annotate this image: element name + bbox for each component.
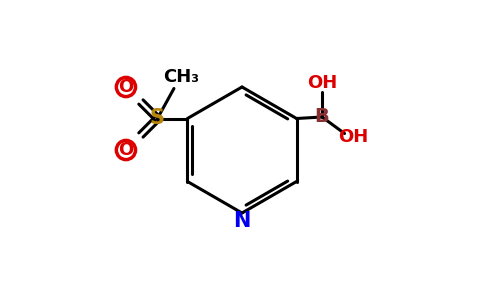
- Text: B: B: [315, 107, 330, 127]
- Text: CH₃: CH₃: [164, 68, 199, 86]
- Text: S: S: [150, 109, 165, 128]
- Text: OH: OH: [338, 128, 369, 146]
- Text: O: O: [118, 78, 134, 96]
- Text: N: N: [233, 212, 251, 231]
- Text: OH: OH: [307, 74, 337, 92]
- Text: O: O: [118, 141, 134, 159]
